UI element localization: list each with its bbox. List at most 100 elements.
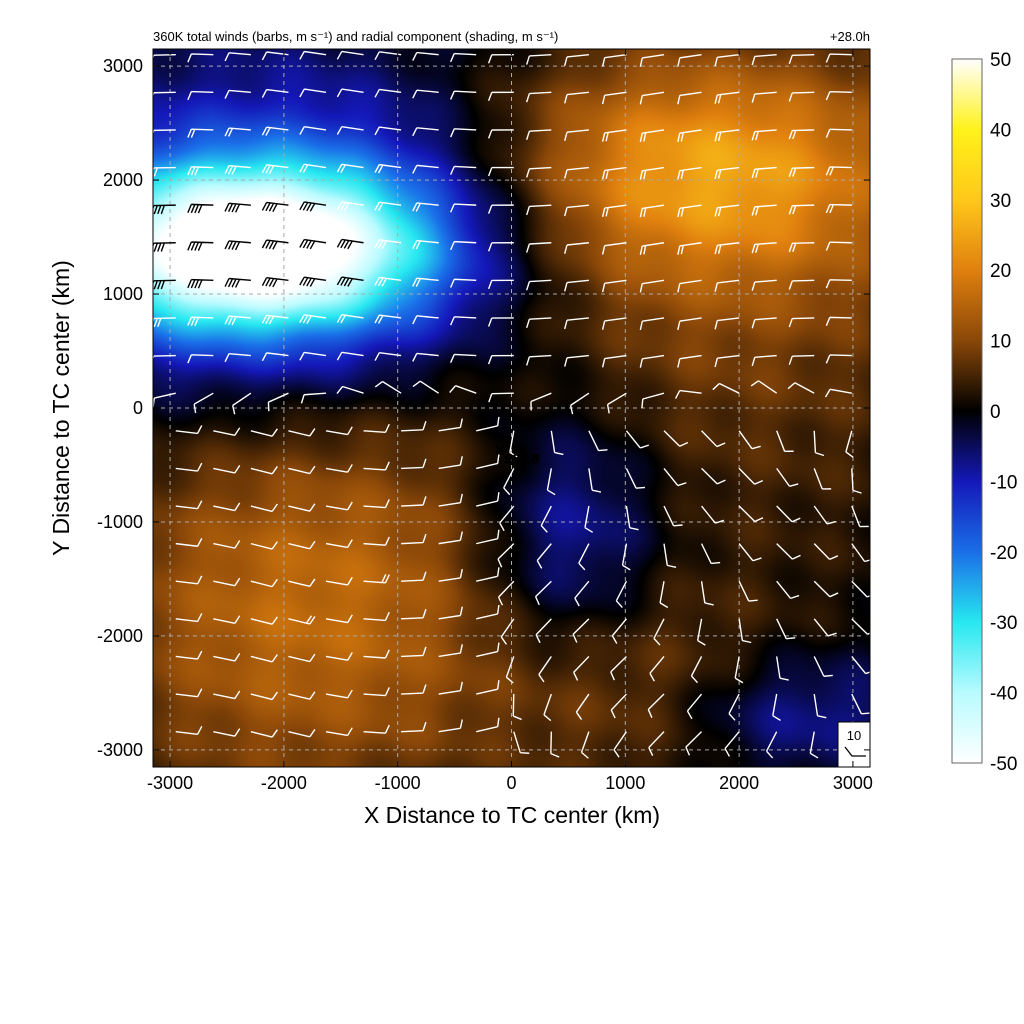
wind-barb: [499, 505, 515, 532]
wind-barb: [564, 317, 589, 330]
wind-barb: [751, 204, 777, 216]
wind-barb: [261, 239, 289, 250]
wind-barb: [588, 468, 602, 493]
wind-barb: [363, 423, 390, 434]
wind-barb: [374, 201, 402, 211]
wind-barb: [825, 166, 852, 176]
wind-barb: [714, 354, 740, 368]
wind-barb: [374, 163, 402, 174]
wind-barb: [193, 392, 214, 414]
wind-barb: [325, 689, 353, 699]
wind-barb: [250, 729, 278, 738]
wind-barb: [299, 126, 327, 135]
wind-barb: [639, 317, 665, 331]
wind-barb: [700, 543, 721, 565]
wind-barb: [213, 652, 241, 662]
wind-barb: [401, 721, 427, 733]
wind-barb: [299, 88, 327, 98]
wind-barb: [412, 89, 439, 99]
wind-barb: [677, 242, 702, 255]
wind-barb: [615, 580, 628, 608]
wind-barb: [513, 731, 530, 754]
wind-barb: [714, 129, 740, 142]
wind-barb: [325, 614, 353, 624]
plot-area: [153, 49, 870, 767]
wind-barb: [734, 656, 744, 684]
wind-barb: [550, 731, 560, 758]
wind-barb: [776, 430, 794, 453]
wind-barb: [175, 688, 203, 698]
wind-barb: [363, 536, 390, 546]
wind-barb: [851, 543, 870, 563]
wind-barb: [487, 166, 514, 177]
wind-barb: [374, 276, 402, 287]
wind-barb: [809, 731, 819, 759]
wind-barb: [512, 694, 522, 721]
wind-barb: [572, 618, 590, 643]
wind-barb: [813, 505, 836, 525]
wind-barb: [250, 428, 278, 437]
wind-barb: [775, 656, 789, 681]
wind-barb: [487, 91, 514, 102]
wind-barb: [487, 204, 514, 214]
wind-barb: [700, 581, 714, 606]
wind-barb: [824, 388, 852, 398]
wind-barb: [525, 317, 552, 329]
colorbar-tick-label: -20: [990, 543, 1017, 564]
colorbar-tick-label: 0: [990, 402, 1001, 423]
wind-barb: [648, 731, 665, 756]
wind-barb: [487, 354, 514, 365]
wind-barb: [525, 242, 552, 253]
wind-barb: [449, 128, 477, 138]
wind-barb: [788, 53, 815, 65]
wind-barb: [299, 238, 327, 250]
wind-barb: [325, 464, 353, 473]
wind-barb: [525, 204, 552, 216]
x-tick-label: -3000: [147, 773, 193, 793]
wind-barb: [412, 315, 439, 325]
wind-barb: [625, 468, 646, 489]
wind-barb: [449, 203, 477, 213]
wind-barb: [438, 681, 463, 695]
wind-barb: [751, 354, 777, 367]
wind-barb: [449, 316, 477, 326]
wind-barb: [261, 51, 289, 61]
x-tick-label: 3000: [833, 773, 873, 793]
wind-barb: [738, 430, 761, 450]
wind-barb: [213, 615, 241, 625]
wind-barb: [175, 462, 203, 472]
wind-barb: [639, 54, 665, 67]
wind-barb: [641, 392, 665, 409]
wind-barb: [525, 129, 552, 140]
wind-barb: [363, 724, 390, 734]
wind-barb: [677, 354, 702, 368]
wind-barb: [363, 611, 390, 622]
wind-barb: [776, 543, 801, 560]
wind-barb: [505, 656, 515, 684]
wind-barb: [175, 500, 203, 510]
wind-barb: [401, 609, 427, 620]
wind-barb: [267, 392, 289, 412]
wind-barb: [765, 731, 778, 759]
wind-barb: [449, 278, 477, 288]
wind-barb: [503, 468, 515, 496]
wind-barb: [497, 543, 515, 568]
y-tick-label: -2000: [97, 626, 143, 646]
wind-barb: [187, 166, 214, 176]
wind-barb: [649, 656, 665, 682]
wind-barb: [288, 653, 316, 663]
wind-barb: [639, 204, 665, 218]
wind-barb: [714, 279, 740, 292]
x-tick-label: 1000: [605, 773, 645, 793]
wind-barb: [175, 613, 203, 623]
wind-barb: [525, 53, 552, 65]
wind-barb: [728, 693, 740, 721]
wind-barb: [639, 91, 665, 105]
wind-barb: [438, 493, 463, 507]
wind-barb: [325, 539, 353, 549]
wind-barb: [540, 505, 552, 533]
colorbar-tick-label: 10: [990, 332, 1011, 353]
wind-barb: [625, 430, 650, 449]
wind-barb: [250, 691, 278, 701]
wind-barb: [153, 204, 176, 215]
